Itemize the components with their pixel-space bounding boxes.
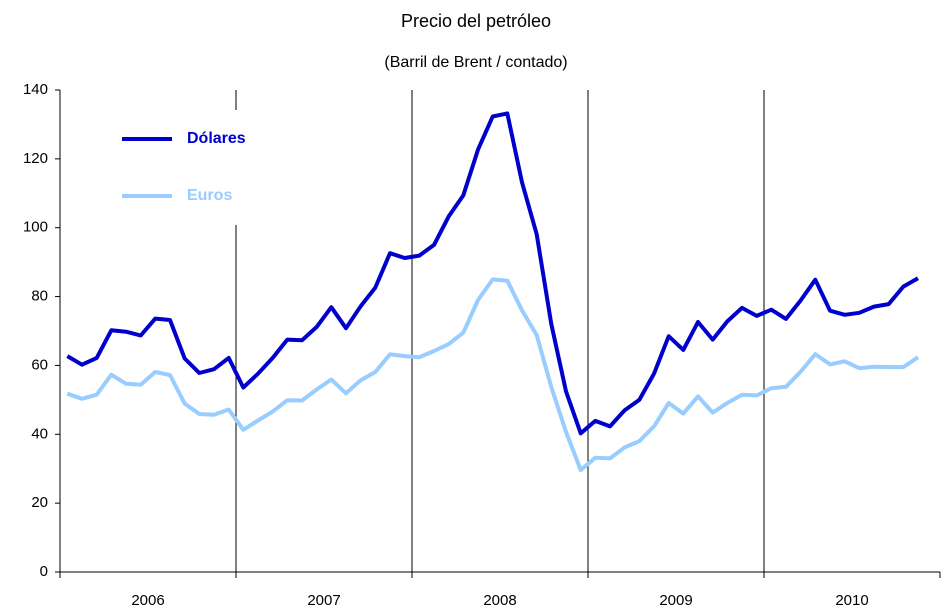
series-line — [66, 277, 920, 473]
x-tick-label: 2006 — [131, 592, 164, 609]
chart-subtitle: (Barril de Brent / contado) — [384, 54, 567, 71]
y-tick-label: 60 — [31, 356, 48, 373]
legend-box — [105, 110, 275, 225]
y-tick-label: 120 — [23, 150, 48, 167]
y-tick-label: 0 — [40, 563, 48, 580]
x-tick-label: 2009 — [659, 592, 692, 609]
y-tick-label: 140 — [23, 81, 48, 98]
x-tick-label: 2008 — [483, 592, 516, 609]
legend-label: Dólares — [187, 130, 246, 147]
x-tick-label: 2007 — [307, 592, 340, 609]
legend-label: Euros — [187, 187, 232, 204]
series-line — [66, 111, 919, 436]
y-tick-label: 100 — [23, 219, 48, 236]
x-tick-label: 2010 — [835, 592, 868, 609]
y-tick-label: 40 — [31, 425, 48, 442]
chart-title: Precio del petróleo — [401, 11, 551, 31]
y-tick-label: 80 — [31, 288, 48, 305]
y-tick-label: 20 — [31, 494, 48, 511]
